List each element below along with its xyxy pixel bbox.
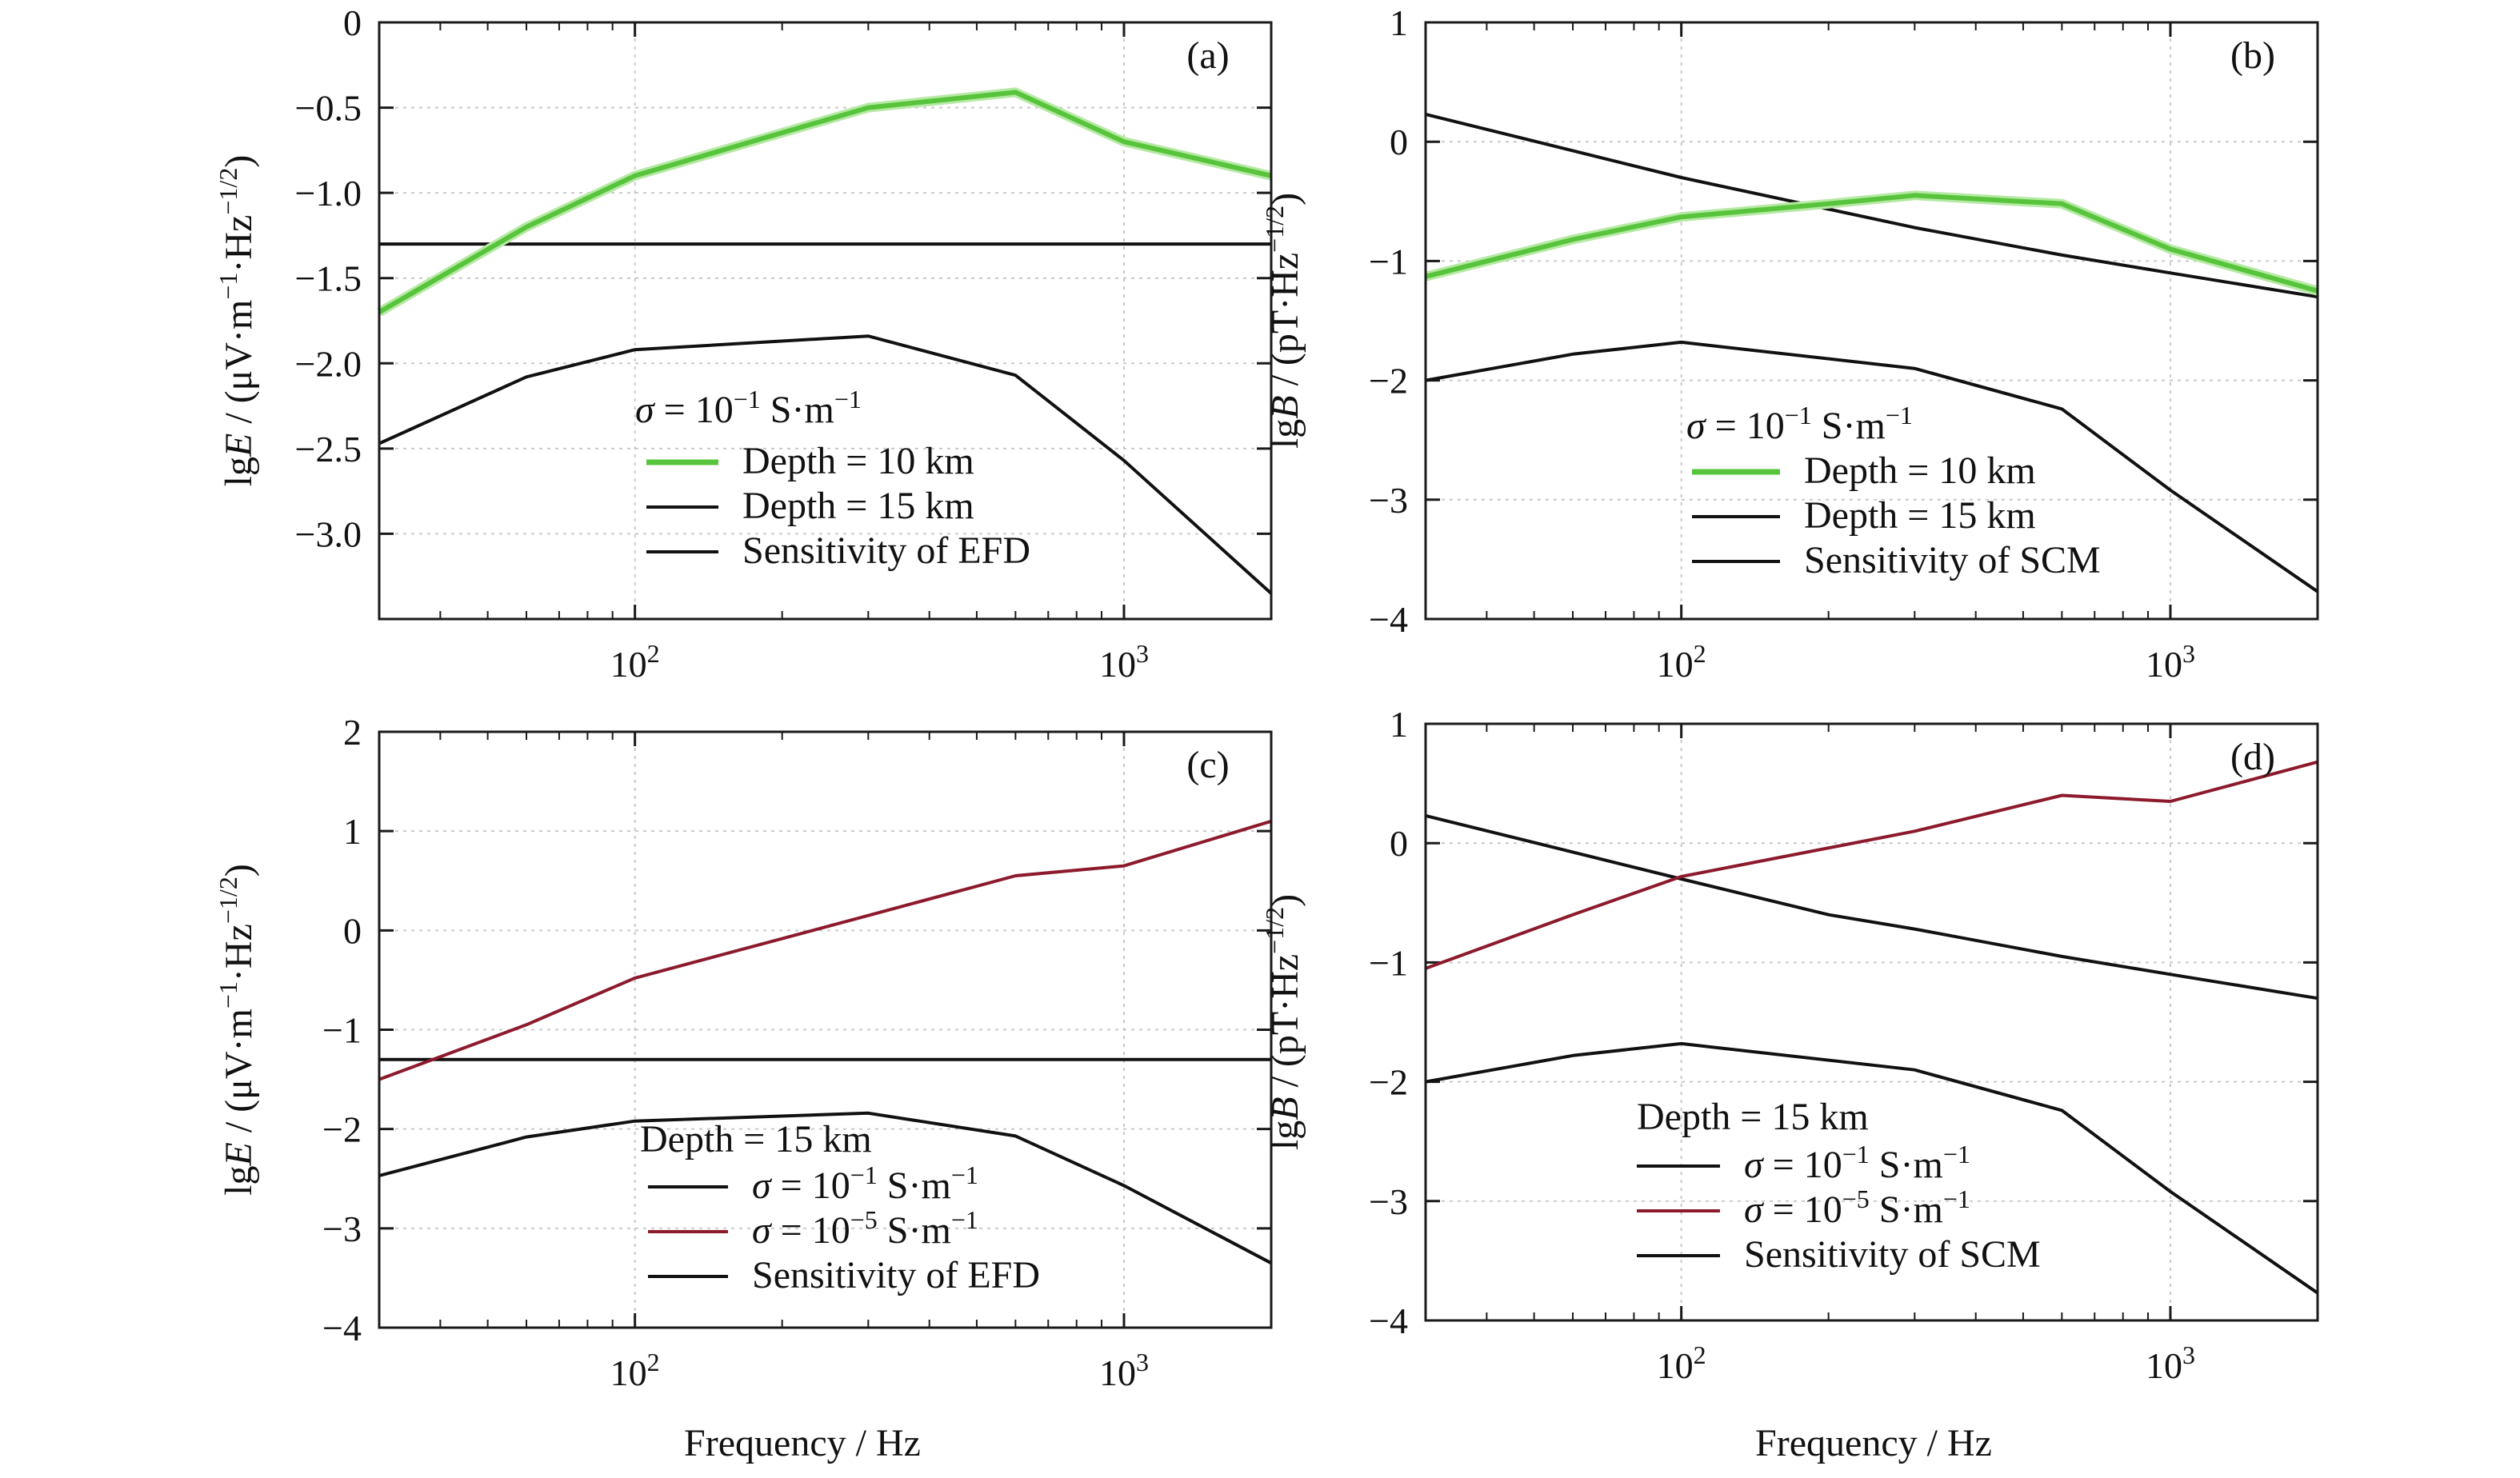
x-tick-label: 103 [2146,639,2195,685]
panel-label: (c) [1186,744,1229,786]
legend-entry: Depth = 15 km [742,485,974,527]
y-tick-label: −4 [1369,599,1408,640]
chart-panel-d: 1 0 −1 −2 −3 −4 102 103 (d) lgB / (pT·Hz−1/2) Dept… [1260,704,2319,1386]
y-tick-label: −1.5 [295,258,362,299]
chart-panel-a: 0 −0.5 −1.0 −1.5 −2.0 −2.5 −3.0 102 103 (a) lgE / … [214,2,1273,685]
y-tick-label: −1 [1369,241,1408,282]
x-tick-label: 102 [1657,1340,1706,1386]
series-line [1425,1041,2319,1295]
series-line [1425,340,2319,593]
y-tick-label: 0 [1390,823,1408,864]
y-tick-label: 0 [1390,122,1408,162]
y-tick-label: −3.0 [295,513,362,554]
series-line [378,334,1273,595]
y-tick-label: 1 [343,811,362,852]
legend-title: σ = 10−1 S·m−1 [1686,401,1913,447]
y-tick-label: −0.5 [295,88,362,129]
legend-entry: σ = 10−5 S·m−1 [752,1205,978,1252]
legend-title: σ = 10−1 S·m−1 [635,385,862,431]
y-tick-label: 1 [1390,2,1408,43]
x-tick-label: 103 [1099,639,1149,685]
x-axis-label: Frequency / Hz [684,1422,921,1464]
plot-frame [378,21,1273,621]
chart-panel-b: 1 0 −1 −2 −3 −4 102 103 (b) lgB / (pT·Hz−1/2) σ = … [1260,2,2319,685]
y-tick-label: −3 [322,1208,362,1249]
panel-label: (b) [2230,34,2275,77]
legend-entry: σ = 10−1 S·m−1 [1744,1140,1970,1186]
y-axis-label: lgB / (pT·Hz−1/2) [1260,894,1306,1150]
series-line [378,1111,1272,1265]
x-tick-label: 102 [610,1348,660,1393]
y-tick-label: 2 [343,712,362,753]
legend-entry: σ = 10−5 S·m−1 [1744,1184,1970,1231]
y-tick-label: −3 [1369,480,1408,521]
legend: Depth = 15 kmσ = 10−1 S·m−1σ = 10−5 S·m−… [1637,1096,2041,1276]
series-line [1425,112,2318,299]
y-tick-label: −1 [322,1010,362,1051]
series-line [1425,193,2318,294]
y-axis-label: lgE / (μV·m−1·Hz−1/2) [214,864,260,1196]
legend-entry: Depth = 10 km [742,440,974,482]
series-line [378,819,1272,1081]
chart-panel-c: 2 1 0 −1 −2 −3 −4 102 103 (c) lgE / (μV·m−1·Hz−1/2… [214,712,1273,1393]
y-tick-label: −2 [322,1109,362,1150]
x-tick-label: 102 [610,639,660,685]
x-tick-label: 103 [1099,1348,1149,1393]
series-line [378,90,1272,314]
legend-title: Depth = 15 km [1637,1096,1869,1138]
x-tick-label: 103 [2146,1340,2195,1386]
legend-title: Depth = 15 km [640,1118,872,1160]
legend-entry: Sensitivity of EFD [752,1254,1040,1296]
series-line-glow [376,87,1273,317]
y-axis-label: lgE / (μV·m−1·Hz−1/2) [214,155,260,487]
y-tick-label: −2 [1369,361,1408,401]
y-tick-label: −2 [1369,1062,1408,1103]
y-tick-label: −2.0 [295,343,362,384]
y-tick-label: −1.0 [295,173,362,214]
panel-label: (d) [2230,736,2275,778]
y-tick-label: 1 [1390,704,1408,745]
y-tick-label: 0 [343,910,362,951]
y-tick-label: −1 [1369,942,1408,983]
legend-entry: Depth = 15 km [1804,494,2036,537]
y-tick-label: −4 [1369,1300,1408,1341]
legend-entry: Sensitivity of SCM [1744,1233,2041,1276]
x-axis-label: Frequency / Hz [1755,1422,1992,1464]
y-tick-label: −4 [322,1308,362,1348]
legend-entry: σ = 10−1 S·m−1 [752,1160,978,1207]
legend-entry: Sensitivity of SCM [1804,539,2101,581]
x-tick-label: 102 [1657,639,1706,685]
y-axis-label: lgB / (pT·Hz−1/2) [1260,193,1306,449]
y-tick-label: −3 [1369,1181,1408,1222]
plot-frame [1424,21,2319,621]
y-tick-label: 0 [343,2,362,43]
legend: Depth = 15 kmσ = 10−1 S·m−1σ = 10−5 S·m−… [640,1118,1040,1296]
series-line [1425,760,2318,970]
legend-entry: Depth = 10 km [1804,449,2036,492]
y-tick-label: −2.5 [295,429,362,469]
panel-label: (a) [1186,34,1229,77]
plot-frame [1424,722,2319,1322]
plot-frame [378,730,1273,1329]
series-line [1425,813,2318,1001]
legend-entry: Sensitivity of EFD [742,529,1030,572]
